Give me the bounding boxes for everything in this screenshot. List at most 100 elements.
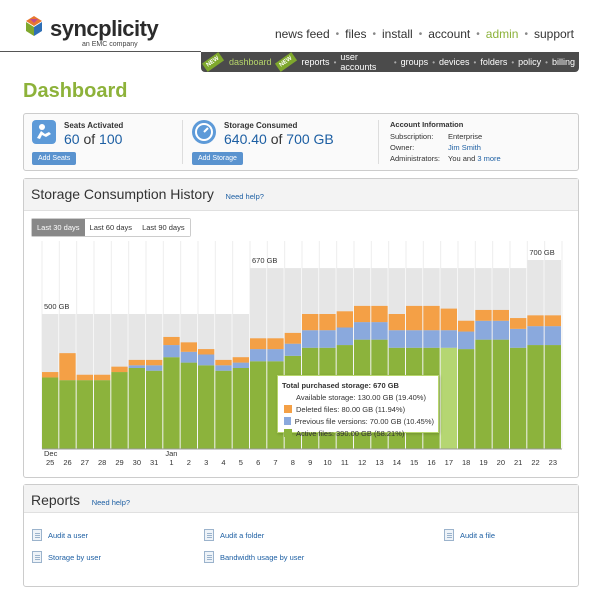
subnav-dashboard[interactable]: dashboard bbox=[229, 57, 272, 67]
bar-active-files bbox=[76, 380, 93, 449]
divider bbox=[182, 120, 183, 164]
bar-previous-file-versions bbox=[163, 345, 180, 358]
subnav-reports[interactable]: reports bbox=[301, 57, 330, 67]
nav-files[interactable]: files bbox=[345, 27, 367, 41]
tab-last-90-days[interactable]: Last 90 days bbox=[137, 219, 190, 236]
x-tick-label: 2 bbox=[187, 458, 191, 467]
subnav-devices[interactable]: devices bbox=[439, 57, 470, 67]
bar-previous-file-versions bbox=[336, 327, 353, 346]
document-icon bbox=[204, 529, 214, 541]
bar-deleted-files bbox=[475, 309, 492, 321]
report-audit-folder[interactable]: Audit a folder bbox=[204, 529, 264, 541]
capacity-label: 670 GB bbox=[252, 256, 277, 265]
tooltip-total: Total purchased storage: 670 GB bbox=[282, 380, 399, 390]
subnav-billing[interactable]: billing bbox=[551, 57, 575, 67]
bar-deleted-files bbox=[371, 305, 388, 323]
bar-deleted-files bbox=[544, 315, 561, 327]
bar-active-files bbox=[492, 339, 509, 449]
bar-active-files bbox=[59, 380, 76, 449]
owner-link[interactable]: Jim Smith bbox=[448, 143, 481, 152]
x-tick-label: 15 bbox=[410, 458, 418, 467]
tab-last-60-days[interactable]: Last 60 days bbox=[84, 219, 138, 236]
bar-deleted-files bbox=[510, 318, 527, 329]
document-icon bbox=[204, 551, 214, 563]
top-nav: news feed • files • install • account • … bbox=[269, 27, 580, 41]
add-storage-button[interactable]: Add Storage bbox=[192, 152, 243, 165]
add-seats-button[interactable]: Add Seats bbox=[32, 152, 77, 165]
storage-history-panel: Storage Consumption History Need help? L… bbox=[23, 178, 579, 478]
chart-tooltip: Total purchased storage: 670 GB Availabl… bbox=[277, 375, 439, 438]
x-tick-label: 18 bbox=[462, 458, 470, 467]
bar-active-files bbox=[42, 377, 59, 449]
x-tick-label: 20 bbox=[497, 458, 505, 467]
x-tick-label: 9 bbox=[308, 458, 312, 467]
x-tick-label: 17 bbox=[445, 458, 453, 467]
bar-deleted-files bbox=[163, 336, 180, 346]
bar-deleted-files bbox=[128, 359, 145, 366]
page-title: Dashboard bbox=[23, 80, 128, 102]
bar-active-files bbox=[163, 357, 180, 449]
x-tick-label: 19 bbox=[479, 458, 487, 467]
seats-label: Seats Activated bbox=[64, 121, 124, 130]
bar-deleted-files bbox=[458, 320, 475, 332]
bar-active-files bbox=[180, 362, 197, 449]
storage-value: 640.40 of 700 GB bbox=[224, 131, 334, 147]
bar-deleted-files bbox=[527, 315, 544, 327]
new-badge: NEW bbox=[274, 52, 297, 72]
nav-account[interactable]: account bbox=[428, 27, 471, 41]
admins-value: You and 3 more bbox=[448, 154, 501, 163]
subnav-groups[interactable]: groups bbox=[400, 57, 429, 67]
x-tick-label: 4 bbox=[221, 458, 225, 467]
subnav-user-accounts[interactable]: user accounts bbox=[340, 52, 377, 72]
panel-title: Reports Need help? bbox=[31, 492, 131, 508]
bar-previous-file-versions bbox=[267, 349, 284, 362]
nav-separator: • bbox=[524, 28, 528, 40]
tooltip-previous: Previous file versions: 70.00 GB (10.45%… bbox=[282, 415, 434, 427]
report-bandwidth-by-user[interactable]: Bandwidth usage by user bbox=[204, 551, 304, 563]
bar-previous-file-versions bbox=[128, 365, 145, 368]
seats-block: Seats Activated 60 of 100 Add Seats bbox=[32, 120, 182, 168]
subnav-policy[interactable]: policy bbox=[518, 57, 542, 67]
subnav-separator: • bbox=[432, 57, 435, 67]
x-tick-label: 13 bbox=[375, 458, 383, 467]
bar-deleted-files bbox=[111, 366, 128, 373]
nav-news-feed[interactable]: news feed bbox=[274, 27, 330, 41]
panel-header: Storage Consumption History Need help? bbox=[24, 179, 578, 211]
bar-previous-file-versions bbox=[510, 328, 527, 348]
bar-deleted-files bbox=[423, 305, 440, 331]
logo[interactable]: syncplicity an EMC company bbox=[22, 12, 172, 52]
x-tick-label: 10 bbox=[323, 458, 331, 467]
subnav-folders[interactable]: folders bbox=[480, 57, 508, 67]
nav-support[interactable]: support bbox=[533, 27, 574, 41]
subnav-separator: • bbox=[333, 57, 337, 67]
report-storage-by-user[interactable]: Storage by user bbox=[32, 551, 101, 563]
bar-deleted-files bbox=[215, 359, 232, 366]
nav-install[interactable]: install bbox=[382, 27, 413, 41]
x-tick-label: 11 bbox=[341, 458, 349, 467]
bar-previous-file-versions bbox=[250, 349, 267, 362]
subscription-label: Subscription: bbox=[390, 132, 434, 141]
bar-previous-file-versions bbox=[302, 330, 319, 348]
admins-more-link[interactable]: 3 more bbox=[477, 154, 501, 163]
need-help-link[interactable]: Need help? bbox=[91, 498, 131, 507]
tab-last-30-days[interactable]: Last 30 days bbox=[32, 219, 85, 236]
need-help-link[interactable]: Need help? bbox=[225, 192, 264, 201]
reports-panel: Reports Need help? Audit a user Audit a … bbox=[23, 484, 579, 587]
nav-admin[interactable]: admin bbox=[485, 27, 519, 41]
report-audit-file[interactable]: Audit a file bbox=[444, 529, 495, 541]
summary-panel: Seats Activated 60 of 100 Add Seats Stor… bbox=[23, 113, 579, 171]
header-rule bbox=[0, 51, 201, 52]
bar-deleted-files bbox=[180, 342, 197, 352]
tooltip-active: Active files: 390.00 GB (58.21%) bbox=[282, 427, 434, 439]
bar-previous-file-versions bbox=[458, 331, 475, 350]
bar-previous-file-versions bbox=[388, 330, 405, 348]
bar-deleted-files bbox=[319, 314, 336, 331]
bar-deleted-files bbox=[284, 332, 301, 344]
bar-active-files bbox=[250, 361, 267, 449]
bar-active-files bbox=[111, 372, 128, 449]
document-icon bbox=[32, 529, 42, 541]
report-audit-user[interactable]: Audit a user bbox=[32, 529, 88, 541]
bar-deleted-files bbox=[232, 357, 249, 363]
seats-value: 60 of 100 bbox=[64, 131, 123, 147]
nav-separator: • bbox=[335, 28, 340, 40]
